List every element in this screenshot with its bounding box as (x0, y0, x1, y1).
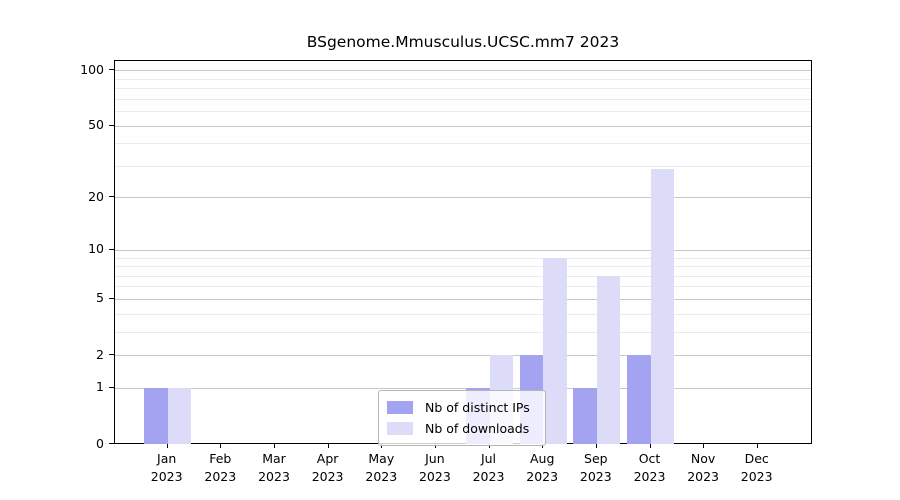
gridline-major-5 (115, 298, 811, 300)
x-tick-mark-sep (595, 444, 597, 448)
x-tick-mark-jun (434, 444, 436, 448)
x-tick-label-apr: Apr 2023 (311, 451, 344, 484)
gridline-minor-90 (115, 78, 811, 80)
x-tick-mark-feb (220, 444, 222, 448)
y-tick-mark-2 (109, 354, 114, 355)
bar-jan-downloads (167, 387, 192, 444)
gridline-minor-4 (115, 313, 811, 315)
gridline-major-20 (115, 197, 811, 199)
gridline-major-1 (115, 387, 811, 389)
y-tick-label-50: 50 (88, 117, 104, 132)
legend-label-distinct-ips: Nb of distinct IPs (425, 400, 530, 415)
y-tick-mark-20 (109, 196, 114, 198)
downloads-swatch (387, 422, 413, 435)
x-tick-label-jan: Jan 2023 (150, 451, 183, 484)
x-tick-label-feb: Feb 2023 (204, 451, 237, 484)
y-tick-label-1: 1 (96, 379, 104, 395)
gridline-major-2 (115, 355, 811, 356)
x-tick-label-jun: Jun 2023 (418, 451, 451, 484)
gridline-minor-8 (115, 266, 811, 267)
y-tick-label-5: 5 (96, 290, 104, 306)
x-tick-label-jul: Jul 2023 (472, 451, 505, 484)
x-tick-mark-mar (274, 444, 275, 448)
legend-entry-distinct-ips: Nb of distinct IPs (387, 397, 537, 418)
x-tick-mark-dec (756, 444, 758, 448)
x-tick-mark-jul (488, 444, 490, 448)
x-tick-mark-apr (327, 444, 329, 448)
gridline-minor-6 (115, 286, 811, 288)
x-tick-label-may: May 2023 (365, 451, 398, 484)
legend-entry-downloads: Nb of downloads (387, 418, 537, 439)
legend: Nb of distinct IPs Nb of downloads (378, 390, 546, 446)
x-tick-mark-nov (703, 444, 705, 448)
y-tick-mark-50 (109, 124, 114, 126)
x-tick-label-dec: Dec 2023 (740, 451, 773, 484)
legend-label-downloads: Nb of downloads (425, 421, 530, 436)
gridline-minor-30 (115, 165, 811, 167)
gridline-major-10 (115, 249, 811, 251)
y-tick-label-0: 0 (96, 435, 104, 451)
bar-sep-distinct-ips (573, 387, 597, 444)
bar-aug-downloads (543, 257, 567, 444)
gridline-minor-9 (115, 257, 811, 259)
x-tick-mark-oct (649, 444, 651, 448)
y-tick-mark-100 (109, 69, 114, 71)
y-tick-mark-5 (109, 297, 114, 299)
x-tick-mark-may (381, 444, 383, 448)
y-tick-mark-1 (109, 386, 114, 388)
y-tick-label-100: 100 (80, 61, 104, 77)
gridline-minor-70 (115, 98, 811, 100)
plot-area: Nb of distinct IPs Nb of downloads (114, 60, 812, 446)
x-tick-label-mar: Mar 2023 (258, 451, 290, 484)
x-tick-label-aug: Aug 2023 (526, 451, 559, 484)
gridline-minor-7 (115, 275, 811, 277)
chart-title: BSgenome.Mmusculus.UCSC.mm7 2023 (306, 33, 620, 51)
bar-oct-distinct-ips (627, 355, 651, 444)
x-tick-label-sep: Sep 2023 (579, 451, 612, 484)
gridline-minor-80 (115, 88, 811, 89)
gridline-major-50 (115, 125, 811, 127)
y-tick-mark-0 (109, 443, 114, 444)
gridline-minor-60 (115, 111, 811, 112)
gridline-major-100 (115, 70, 811, 72)
bar-jan-distinct-ips (144, 387, 168, 444)
x-tick-mark-aug (542, 444, 544, 448)
y-tick-mark-10 (109, 248, 114, 250)
distinct-ips-swatch (387, 401, 413, 414)
x-tick-label-nov: Nov 2023 (687, 451, 719, 484)
gridline-minor-40 (115, 143, 811, 145)
x-tick-mark-jan (166, 444, 168, 448)
bar-sep-downloads (596, 275, 621, 444)
gridline-minor-3 (115, 331, 811, 333)
y-tick-label-10: 10 (88, 241, 104, 257)
y-tick-label-20: 20 (88, 188, 104, 204)
x-tick-label-oct: Oct 2023 (633, 451, 666, 484)
bar-oct-downloads (650, 168, 674, 444)
y-tick-label-2: 2 (96, 346, 104, 362)
